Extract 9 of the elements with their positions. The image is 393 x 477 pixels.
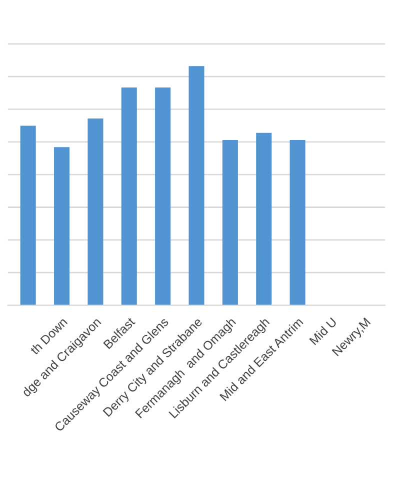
bar <box>54 147 70 306</box>
bar <box>188 66 204 306</box>
bar <box>88 118 104 306</box>
bar <box>155 88 171 306</box>
bar <box>222 140 238 306</box>
bar <box>20 126 36 306</box>
bar <box>290 140 306 306</box>
bar <box>256 132 272 306</box>
bar <box>121 88 137 306</box>
